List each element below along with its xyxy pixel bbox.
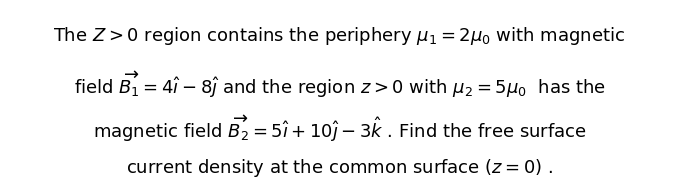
Text: magnetic field $\overrightarrow{B_2} = 5\hat{\imath} + 10\hat{\jmath} - 3\hat{k}: magnetic field $\overrightarrow{B_2} = 5… xyxy=(93,113,586,144)
Text: The $Z > 0$ region contains the periphery $\mu_1 = 2\mu_0$ with magnetic: The $Z > 0$ region contains the peripher… xyxy=(54,25,625,47)
Text: current density at the common surface $(z{=}0)$ .: current density at the common surface $(… xyxy=(126,157,553,179)
Text: field $\overrightarrow{B_1} = 4\hat{\imath} - 8\hat{\jmath}$ and the region $z >: field $\overrightarrow{B_1} = 4\hat{\ima… xyxy=(73,69,606,100)
